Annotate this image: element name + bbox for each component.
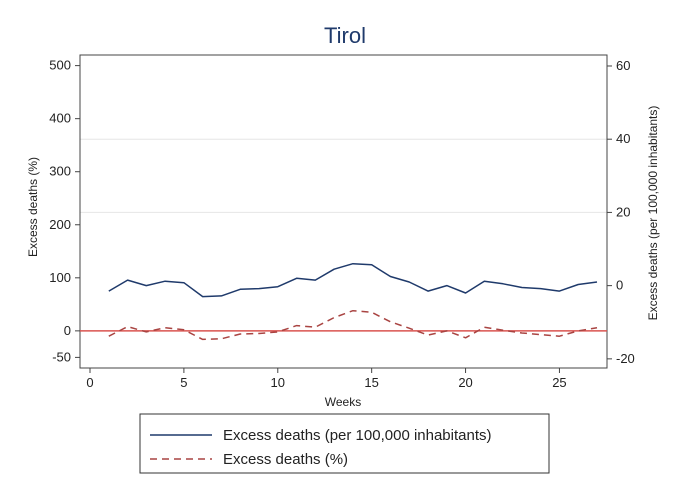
y-right-tick-label: 0 [616, 278, 623, 293]
legend-label-percent: Excess deaths (%) [223, 451, 348, 468]
y-left-tick-label: 200 [49, 217, 71, 232]
x-axis-title: Weeks [325, 395, 361, 409]
x-tick-label: 20 [458, 375, 472, 390]
series-line-percent [108, 309, 598, 341]
series-group [108, 262, 598, 341]
plot-frame [79, 54, 608, 369]
chart-title: Tirol [324, 23, 366, 48]
y-left-tick-label: 400 [49, 111, 71, 126]
y-left-tick-label: 100 [49, 270, 71, 285]
y-right-tick-label: -20 [616, 351, 635, 366]
x-tick-label: 25 [552, 375, 566, 390]
y-left-tick-label: 300 [49, 164, 71, 179]
legend-label-per-100k: Excess deaths (per 100,000 inhabitants) [223, 427, 492, 444]
legend-box [139, 413, 550, 474]
legend: Excess deaths (per 100,000 inhabitants) … [139, 413, 550, 474]
y-left-tick-label: 500 [49, 58, 71, 73]
y-right-tick-label: 20 [616, 204, 630, 219]
y-left-tick-label: 0 [64, 323, 71, 338]
x-tick-label: 0 [86, 375, 93, 390]
x-tick-label: 15 [364, 375, 378, 390]
y-right-tick-label: 60 [616, 58, 630, 73]
y-right-tick-label: 40 [616, 131, 630, 146]
axes-group: 0 5 10 15 20 25 -50 0 100 200 300 400 500 -20 0 20 40 60 [49, 58, 635, 390]
y-left-tick-label: -50 [52, 349, 71, 364]
x-tick-label: 10 [271, 375, 285, 390]
series-line-per-100k [108, 262, 598, 298]
y-axis-left-title: Excess deaths (%) [26, 157, 40, 257]
gridlines [80, 138, 607, 213]
x-tick-label: 5 [180, 375, 187, 390]
y-axis-right-title: Excess deaths (per 100,000 inhabitants) [646, 106, 660, 321]
